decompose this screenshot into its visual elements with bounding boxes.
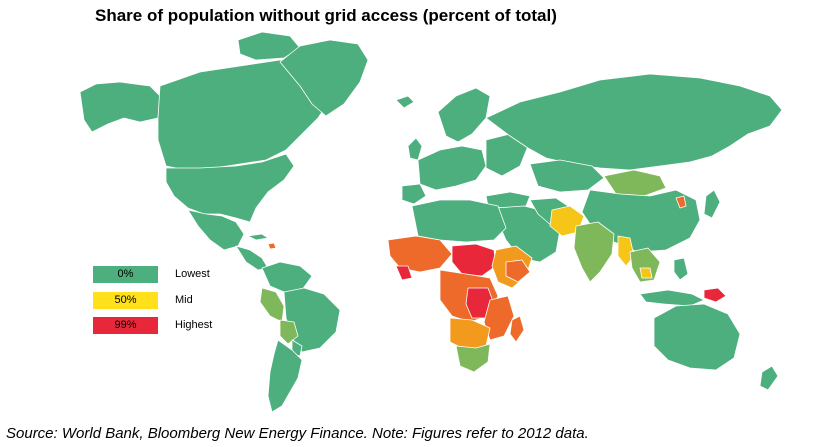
region-sierra-leone-liberia	[395, 265, 413, 281]
region-japan	[703, 189, 721, 219]
region-peru	[259, 287, 285, 323]
region-cuba	[247, 233, 269, 241]
region-iceland	[395, 95, 415, 109]
legend-label-lowest: Lowest	[175, 268, 210, 280]
region-myanmar	[617, 235, 635, 267]
region-west-africa-sahel	[387, 235, 453, 273]
region-scandinavia	[437, 87, 491, 143]
region-madagascar	[509, 315, 525, 343]
region-indonesia	[639, 289, 705, 307]
countries	[79, 31, 783, 413]
legend-label-mid: Mid	[175, 294, 193, 306]
legend-swatch-highest: 99%	[93, 317, 158, 334]
region-papua	[703, 287, 727, 303]
region-new-zealand	[759, 365, 779, 391]
region-canada	[157, 59, 331, 171]
map-title: Share of population without grid access …	[95, 6, 557, 25]
region-colombia-venezuela	[261, 261, 313, 293]
region-north-korea	[675, 195, 687, 209]
region-southern-africa	[455, 343, 491, 373]
source-note: Source: World Bank, Bloomberg New Energy…	[6, 425, 589, 442]
region-southeast-asia	[629, 247, 661, 283]
region-australia	[653, 303, 741, 371]
region-greenland	[279, 39, 369, 117]
region-philippines	[673, 257, 689, 281]
region-kazakhstan	[529, 159, 605, 193]
region-north-africa	[411, 199, 507, 243]
region-uk	[407, 137, 423, 161]
legend-swatch-mid: 50%	[93, 292, 158, 309]
region-tanzania-mozambique	[483, 295, 515, 341]
region-haiti	[267, 242, 277, 250]
region-western-europe	[417, 145, 487, 191]
region-russia	[485, 73, 783, 171]
region-ethiopia	[505, 259, 531, 283]
region-cambodia	[639, 267, 653, 279]
region-india	[573, 221, 615, 283]
region-alaska	[79, 81, 161, 133]
region-argentina-chile	[267, 339, 303, 413]
legend-swatch-lowest: 0%	[93, 266, 158, 283]
legend-label-highest: Highest	[175, 319, 213, 331]
region-central-sahel	[451, 243, 497, 277]
region-mexico	[187, 209, 245, 251]
region-bolivia	[279, 319, 299, 345]
region-iberia	[401, 183, 427, 205]
region-central-america	[235, 245, 269, 271]
region-usa	[165, 153, 295, 223]
region-mongolia	[603, 169, 667, 197]
